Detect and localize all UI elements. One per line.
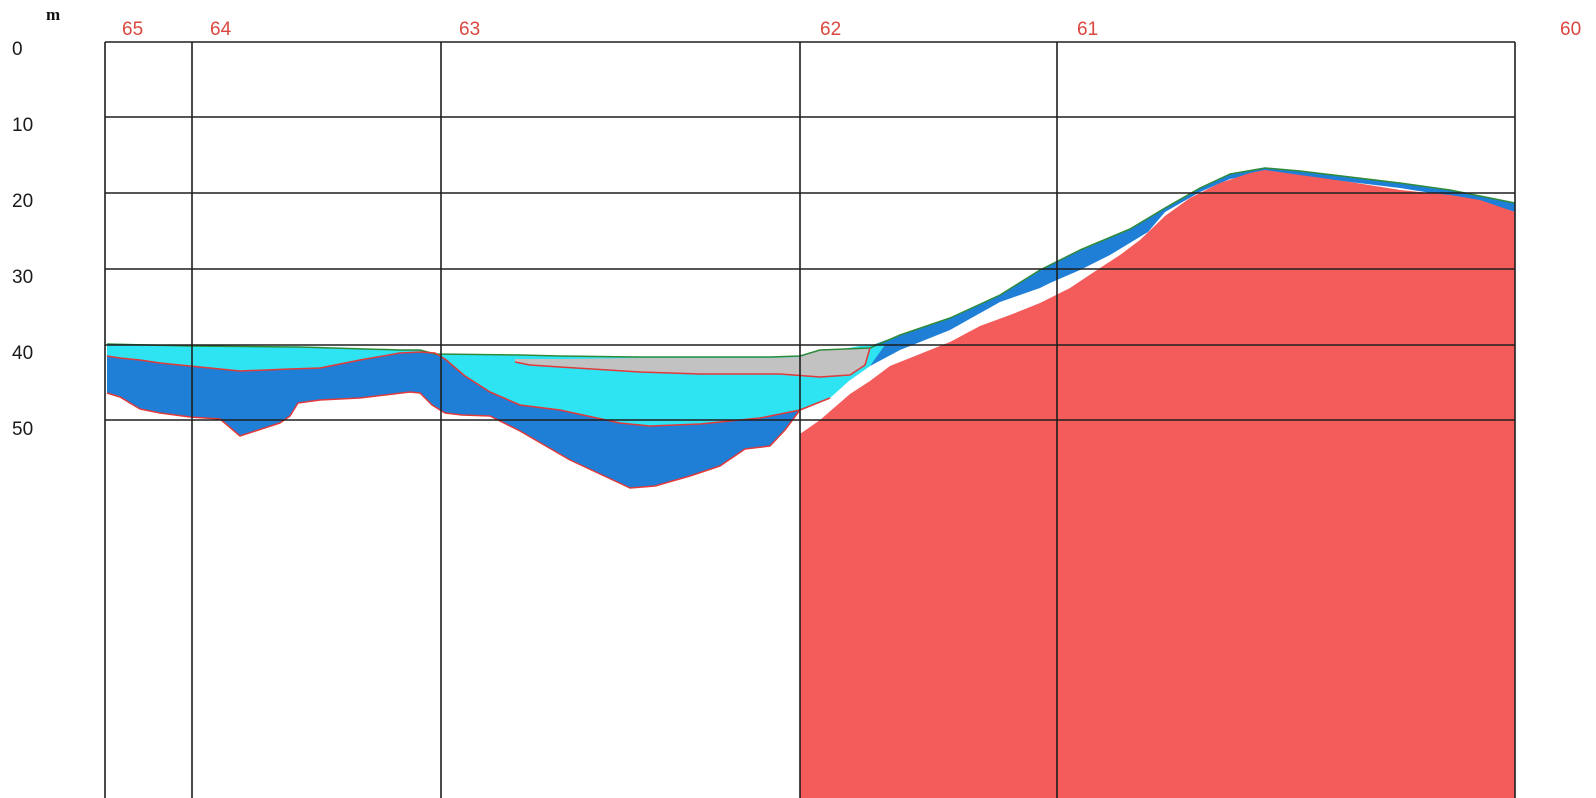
depth-tick-10: 10	[12, 115, 33, 136]
depth-axis: 0 10 20 30 40 50	[12, 39, 33, 440]
station-label-61: 61	[1077, 19, 1098, 40]
layers	[107, 168, 1515, 798]
gray-base-outline	[514, 347, 871, 378]
bedrock	[800, 170, 1515, 798]
depth-tick-30: 30	[12, 267, 33, 288]
depth-tick-20: 20	[12, 191, 33, 212]
station-label-62: 62	[820, 19, 841, 40]
layer-outlines	[106, 167, 1516, 489]
station-label-60: 60	[1560, 19, 1581, 40]
depth-tick-0: 0	[12, 39, 23, 60]
gray-layer	[515, 348, 870, 377]
cyan-base-outline	[106, 351, 831, 427]
station-labels: 65 64 63 62 61 60	[122, 19, 1581, 40]
station-label-63: 63	[459, 19, 480, 40]
station-label-64: 64	[210, 19, 232, 40]
dark-blue-layer	[107, 168, 1515, 488]
depth-tick-50: 50	[12, 419, 33, 440]
depth-tick-40: 40	[12, 343, 33, 364]
blue-base-outline	[106, 391, 801, 489]
grid	[104, 41, 1516, 798]
depth-unit-label: m	[46, 5, 60, 24]
station-label-65: 65	[122, 19, 143, 40]
